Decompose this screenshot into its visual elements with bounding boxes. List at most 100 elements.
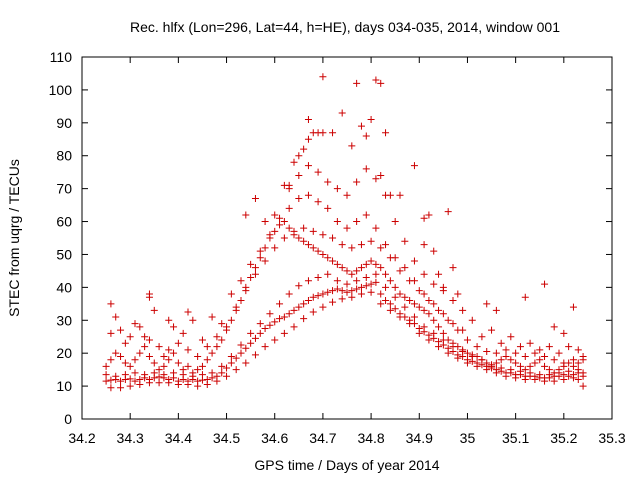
data-point: [410, 162, 418, 170]
data-point: [377, 79, 385, 87]
data-point: [276, 221, 284, 229]
data-point: [121, 359, 129, 367]
data-point: [285, 204, 293, 212]
data-point: [396, 191, 404, 199]
data-point: [353, 218, 361, 226]
data-point: [560, 359, 568, 367]
data-point: [406, 320, 414, 328]
data-point: [145, 352, 153, 360]
data-point: [150, 359, 158, 367]
data-point: [401, 264, 409, 272]
data-point: [478, 356, 486, 364]
data-point: [208, 369, 216, 377]
data-point: [348, 142, 356, 150]
data-point: [174, 339, 182, 347]
data-point: [357, 241, 365, 249]
data-point: [170, 323, 178, 331]
axis-ticks: 34.2 34.3 34.4 34.5 34.6 34.7 34.8 34.9 35 35.1 35…: [49, 49, 626, 446]
data-point: [488, 326, 496, 334]
data-point: [319, 129, 327, 137]
data-point: [232, 303, 240, 311]
data-point: [541, 280, 549, 288]
data-point: [459, 346, 467, 354]
data-point: [160, 371, 168, 379]
data-point: [536, 371, 544, 379]
y-tick-label: 30: [56, 312, 72, 328]
data-point: [266, 231, 274, 239]
data-point: [329, 257, 337, 265]
data-point: [136, 380, 144, 388]
data-point: [194, 382, 202, 390]
data-point: [338, 109, 346, 117]
data-point: [251, 334, 259, 342]
data-point: [420, 214, 428, 222]
data-point: [410, 257, 418, 265]
data-point: [512, 349, 520, 357]
data-point: [271, 227, 279, 235]
data-point: [295, 303, 303, 311]
data-point: [502, 352, 510, 360]
data-point: [502, 372, 510, 380]
data-point: [357, 122, 365, 130]
data-point: [415, 303, 423, 311]
data-point: [545, 343, 553, 351]
data-point: [483, 359, 491, 367]
data-point: [444, 316, 452, 324]
data-point: [372, 278, 380, 286]
data-point: [536, 346, 544, 354]
data-point: [435, 343, 443, 351]
data-point: [256, 254, 264, 262]
data-point: [126, 333, 134, 341]
data-point: [488, 362, 496, 370]
data-point: [391, 305, 399, 313]
data-point: [261, 257, 269, 265]
data-point: [401, 303, 409, 311]
data-point: [300, 315, 308, 323]
x-axis-label: GPS time / Days of year 2014: [254, 457, 439, 473]
data-point: [102, 362, 110, 370]
data-point: [473, 352, 481, 360]
data-point: [492, 349, 500, 357]
data-point: [107, 376, 115, 384]
data-point: [449, 297, 457, 305]
data-point: [121, 371, 129, 379]
data-point: [329, 287, 337, 295]
x-tick-label: 34.8: [357, 430, 384, 446]
data-point: [319, 250, 327, 258]
data-point: [131, 320, 139, 328]
x-tick-label: 34.5: [213, 430, 240, 446]
data-point: [555, 366, 563, 374]
data-point: [203, 343, 211, 351]
data-point: [276, 315, 284, 323]
data-point: [170, 349, 178, 357]
data-point: [439, 310, 447, 318]
data-point: [126, 382, 134, 390]
data-point: [126, 375, 134, 383]
data-point: [483, 300, 491, 308]
data-point: [410, 277, 418, 285]
data-point: [382, 129, 390, 137]
data-point: [295, 195, 303, 203]
data-point: [285, 290, 293, 298]
data-point: [372, 270, 380, 278]
data-point: [454, 354, 462, 362]
data-point: [574, 359, 582, 367]
data-point: [285, 224, 293, 232]
data-point: [372, 224, 380, 232]
y-tick-label: 110: [50, 49, 73, 65]
y-tick-label: 60: [56, 214, 72, 230]
data-point: [463, 336, 471, 344]
data-point: [223, 323, 231, 331]
data-point: [569, 374, 577, 382]
data-point: [165, 316, 173, 324]
data-point: [396, 290, 404, 298]
data-point: [386, 277, 394, 285]
data-point: [382, 283, 390, 291]
data-point: [256, 320, 264, 328]
data-point: [309, 244, 317, 252]
data-point: [285, 181, 293, 189]
data-point: [468, 316, 476, 324]
data-point: [290, 323, 298, 331]
data-point: [497, 364, 505, 372]
data-point: [155, 366, 163, 374]
